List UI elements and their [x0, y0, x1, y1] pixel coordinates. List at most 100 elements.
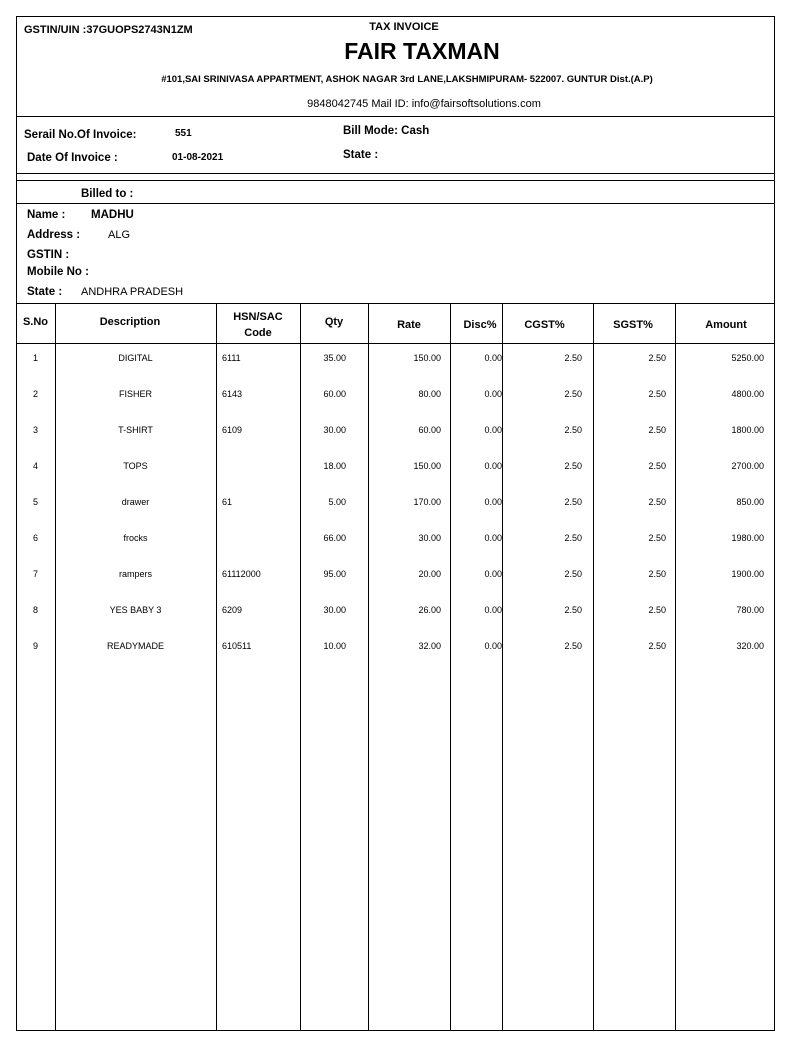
column-divider: [450, 303, 451, 1030]
cell-amount: 4800.00: [731, 389, 764, 399]
cell-disc: 0.00: [484, 497, 502, 507]
cell-description: FISHER: [118, 389, 152, 399]
column-divider: [216, 303, 217, 1030]
cell-sgst: 2.50: [648, 497, 666, 507]
col-header-sgst: SGST%: [613, 319, 653, 331]
cell-sgst: 2.50: [648, 425, 666, 435]
column-divider: [593, 303, 594, 1030]
divider: [16, 116, 774, 117]
col-header-amount: Amount: [705, 319, 747, 331]
cell-sgst: 2.50: [648, 461, 666, 471]
cell-qty: 35.00: [323, 353, 346, 363]
cell-sno: 3: [32, 425, 38, 435]
cell-qty: 60.00: [323, 389, 346, 399]
cell-sno: 9: [32, 641, 38, 651]
serial-value: 551: [175, 128, 192, 139]
cell-disc: 0.00: [484, 353, 502, 363]
cell-hsn: 6143: [222, 389, 243, 399]
column-divider: [368, 303, 369, 1030]
company-name: FAIR TAXMAN: [344, 38, 500, 64]
cell-qty: 30.00: [323, 425, 346, 435]
cell-sgst: 2.50: [648, 353, 666, 363]
cell-description: rampers: [118, 569, 152, 579]
cell-sgst: 2.50: [648, 641, 666, 651]
company-address: #101,SAI SRINIVASA APPARTMENT, ASHOK NAG…: [161, 74, 653, 85]
cell-description: READYMADE: [106, 641, 164, 651]
cell-description: DIGITAL: [118, 353, 153, 363]
column-divider: [55, 303, 56, 1030]
column-divider: [300, 303, 301, 1030]
customer-state-label: State :: [27, 286, 63, 298]
divider: [16, 180, 774, 181]
cell-description: T-SHIRT: [118, 425, 153, 435]
cell-rate: 170.00: [413, 497, 441, 507]
cell-amount: 780.00: [736, 605, 764, 615]
cell-sno: 7: [32, 569, 38, 579]
table-header-bottom: [16, 343, 774, 344]
cell-qty: 5.00: [328, 497, 346, 507]
header-box: [16, 16, 775, 1031]
cell-amount: 1800.00: [731, 425, 764, 435]
cell-hsn: 61112000: [222, 569, 261, 579]
cell-sgst: 2.50: [648, 533, 666, 543]
cell-sgst: 2.50: [648, 389, 666, 399]
mobile-label: Mobile No :: [27, 266, 89, 278]
cell-description: frocks: [123, 533, 148, 543]
cell-hsn: 6111: [222, 353, 241, 363]
customer-state: ANDHRA PRADESH: [81, 286, 184, 298]
table-top: [16, 303, 774, 304]
customer-name: MADHU: [91, 209, 134, 221]
divider: [16, 173, 774, 174]
cell-sno: 5: [32, 497, 38, 507]
cell-disc: 0.00: [484, 461, 502, 471]
divider: [16, 203, 774, 204]
cell-amount: 5250.00: [731, 353, 764, 363]
cell-amount: 1980.00: [731, 533, 764, 543]
cell-amount: 320.00: [736, 641, 764, 651]
cell-rate: 30.00: [418, 533, 441, 543]
cell-qty: 95.00: [323, 569, 346, 579]
cell-rate: 60.00: [418, 425, 441, 435]
cell-cgst: 2.50: [564, 497, 582, 507]
cell-disc: 0.00: [484, 425, 502, 435]
customer-address: ALG: [108, 229, 131, 241]
company-contact: 9848042745 Mail ID: info@fairsoftsolutio…: [307, 98, 541, 110]
cell-qty: 66.00: [323, 533, 346, 543]
cell-cgst: 2.50: [564, 641, 582, 651]
cell-qty: 10.00: [323, 641, 346, 651]
gstin: GSTIN/UIN :37GUOPS2743N1ZM: [24, 24, 193, 36]
cell-description: YES BABY 3: [109, 605, 162, 615]
col-header-rate: Rate: [397, 319, 421, 331]
cell-sno: 1: [32, 353, 38, 363]
cell-disc: 0.00: [484, 641, 502, 651]
serial-label: Serail No.Of Invoice:: [24, 129, 137, 141]
cell-disc: 0.00: [484, 569, 502, 579]
date-label: Date Of Invoice :: [27, 152, 118, 164]
cell-cgst: 2.50: [564, 425, 582, 435]
cell-sno: 4: [32, 461, 38, 471]
cell-cgst: 2.50: [564, 533, 582, 543]
cell-disc: 0.00: [484, 533, 502, 543]
address-label: Address :: [27, 229, 81, 241]
cell-rate: 26.00: [418, 605, 441, 615]
col-header-sno: S.No: [22, 316, 49, 328]
col-header-qty: Qty: [324, 316, 344, 328]
cell-amount: 1900.00: [731, 569, 764, 579]
cell-sno: 8: [32, 605, 38, 615]
cell-sno: 6: [32, 533, 38, 543]
cell-cgst: 2.50: [564, 461, 582, 471]
cell-rate: 80.00: [418, 389, 441, 399]
cell-disc: 0.00: [484, 389, 502, 399]
billed-to-title: Billed to :: [81, 188, 134, 200]
cell-rate: 20.00: [418, 569, 441, 579]
column-divider: [502, 303, 503, 1030]
date-value: 01-08-2021: [172, 152, 224, 163]
column-divider: [675, 303, 676, 1030]
cell-hsn: 61: [222, 497, 233, 507]
name-label: Name :: [27, 209, 66, 221]
col-header-code: Code: [244, 327, 272, 339]
cell-sno: 2: [32, 389, 38, 399]
cell-rate: 32.00: [418, 641, 441, 651]
cell-cgst: 2.50: [564, 605, 582, 615]
